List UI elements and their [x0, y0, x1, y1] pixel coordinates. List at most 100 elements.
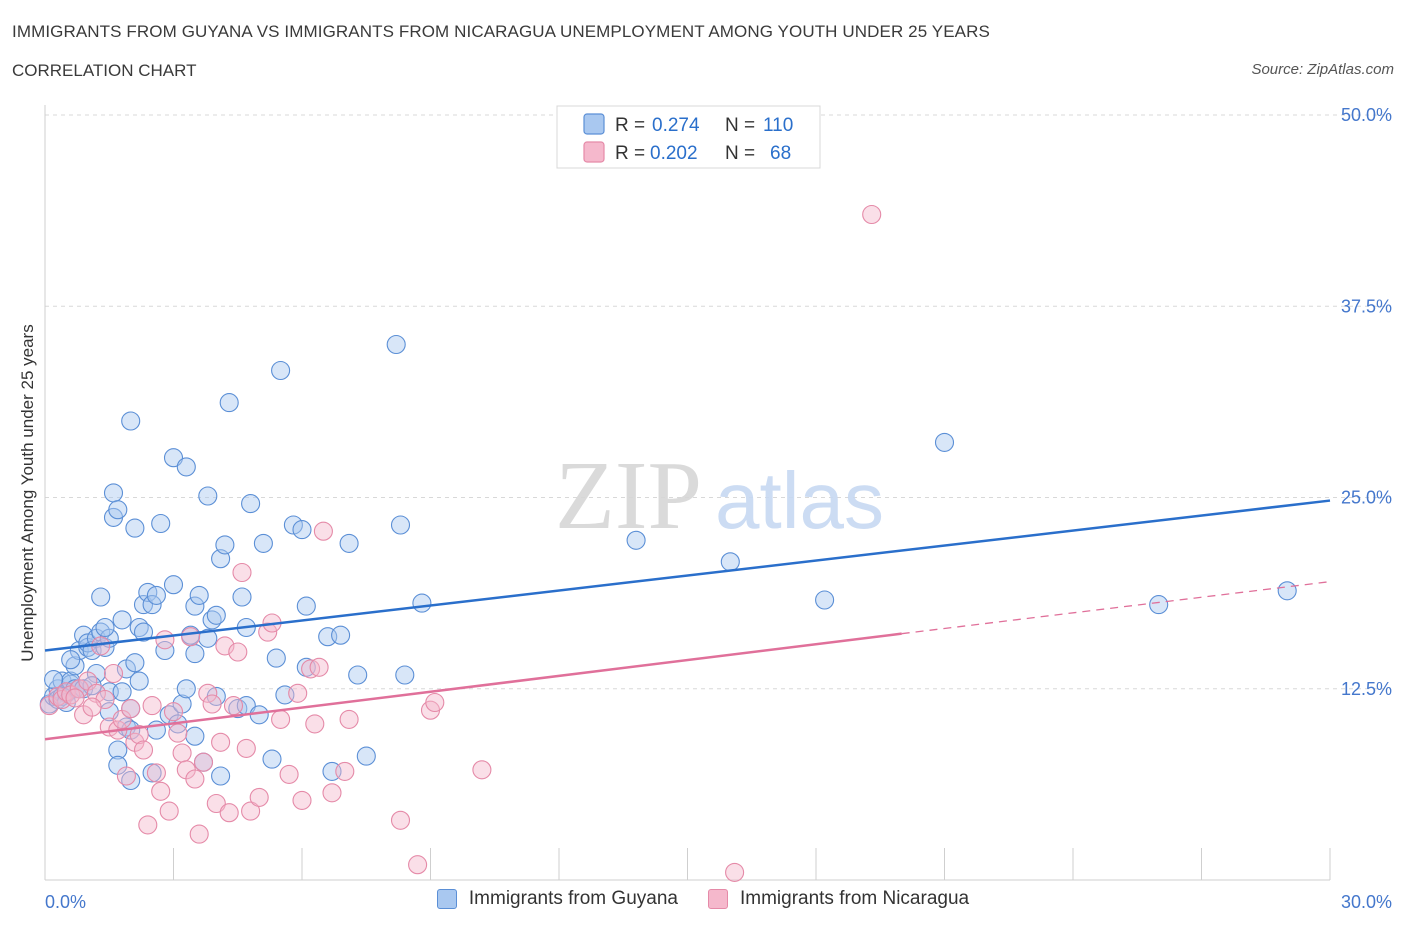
point-nicaragua-32 [189, 824, 209, 844]
point-nicaragua-42 [232, 562, 252, 583]
point-guyana-81 [283, 515, 303, 535]
point-nicaragua-59 [390, 810, 411, 830]
point-guyana-47 [151, 513, 171, 534]
trend-layer [44, 499, 1331, 741]
legend-r-label-nicaragua: R = [615, 143, 650, 164]
point-guyana-93 [395, 665, 415, 685]
point-guyana-97 [815, 590, 835, 610]
bottom-legend-item-nicaragua: Immigrants from Nicaragua [707, 888, 970, 910]
point-guyana-61 [198, 486, 218, 506]
bottom-legend: Immigrants from Guyana Immigrants from N… [0, 888, 1406, 910]
y-tick-label-3: 50.0% [1341, 105, 1392, 125]
point-nicaragua-50 [288, 683, 308, 703]
point-nicaragua-33 [193, 752, 214, 772]
point-guyana-84 [296, 596, 316, 616]
point-guyana-68 [215, 535, 235, 555]
point-nicaragua-54 [309, 657, 329, 677]
point-nicaragua-35 [202, 694, 222, 714]
point-nicaragua-24 [155, 630, 175, 650]
point-nicaragua-12 [103, 663, 124, 684]
point-nicaragua-21 [142, 696, 162, 716]
legend-n-label-guyana: N = [725, 115, 760, 136]
point-guyana-100 [1277, 581, 1297, 601]
point-guyana-43 [142, 595, 162, 615]
points-layer [39, 204, 1297, 882]
point-nicaragua-57 [335, 761, 355, 781]
point-guyana-90 [356, 746, 376, 766]
axis-layer: 12.5% 25.0% 37.5% 50.0% 0.0% 30.0% [44, 105, 1392, 912]
point-guyana-50 [163, 575, 184, 595]
watermark: ZIP atlas [555, 442, 884, 550]
point-guyana-106 [61, 650, 81, 670]
watermark-zip: ZIP [555, 442, 702, 550]
point-nicaragua-22 [146, 763, 166, 783]
point-guyana-38 [125, 518, 145, 538]
point-guyana-24 [103, 483, 124, 503]
point-nicaragua-28 [172, 743, 192, 763]
point-nicaragua-48 [271, 709, 291, 729]
point-nicaragua-46 [258, 622, 278, 642]
point-guyana-107 [95, 617, 115, 638]
point-guyana-67 [211, 766, 231, 786]
point-nicaragua-63 [472, 760, 492, 780]
y-tick-label-2: 37.5% [1341, 296, 1392, 316]
point-guyana-58 [185, 596, 205, 616]
trend-extension-nicaragua [901, 581, 1331, 635]
point-guyana-46 [146, 585, 166, 605]
point-nicaragua-66 [65, 688, 85, 708]
legend-n-value-nicaragua: 68 [770, 143, 791, 164]
bottom-legend-label-nicaragua: Immigrants from Nicaragua [739, 888, 970, 909]
point-guyana-62 [198, 628, 218, 648]
point-guyana-26 [108, 740, 128, 760]
point-nicaragua-27 [168, 723, 188, 743]
point-nicaragua-43 [236, 738, 256, 758]
point-nicaragua-55 [313, 521, 333, 541]
point-nicaragua-64 [725, 862, 745, 882]
point-guyana-59 [189, 585, 209, 605]
legend-r-value-guyana: 0.274 [652, 115, 700, 136]
point-guyana-88 [339, 533, 359, 553]
chart-subtitle: CORRELATION CHART [12, 61, 197, 80]
point-guyana-53 [176, 679, 196, 699]
bottom-legend-swatch-guyana [436, 889, 457, 909]
point-nicaragua-15 [116, 766, 136, 786]
point-guyana-78 [266, 648, 286, 668]
trend-line-nicaragua [44, 632, 902, 741]
point-guyana-56 [185, 726, 205, 746]
point-guyana-76 [253, 533, 273, 553]
legend-swatch-nicaragua [583, 141, 605, 163]
point-nicaragua-19 [133, 740, 154, 760]
point-guyana-28 [108, 500, 128, 520]
trend-line-guyana [44, 499, 1331, 652]
y-axis-label: Unemployment Among Youth under 25 years [18, 324, 37, 661]
point-guyana-37 [125, 653, 145, 673]
bottom-legend-item-guyana: Immigrants from Guyana [436, 888, 678, 910]
legend-n-value-guyana: 110 [763, 115, 793, 136]
point-nicaragua-39 [219, 803, 239, 823]
point-nicaragua-16 [121, 699, 141, 719]
point-nicaragua-18 [129, 725, 149, 745]
point-guyana-57 [185, 644, 205, 664]
point-nicaragua-58 [339, 709, 359, 729]
point-guyana-98 [934, 432, 955, 452]
bottom-legend-label-guyana: Immigrants from Guyana [468, 888, 678, 909]
point-guyana-44 [142, 763, 162, 783]
point-nicaragua-53 [305, 714, 325, 734]
point-guyana-30 [112, 682, 132, 702]
point-guyana-91 [386, 334, 406, 355]
legend-r-value-nicaragua: 0.202 [650, 143, 698, 164]
point-nicaragua-40 [223, 696, 244, 716]
chart-title: IMMIGRANTS FROM GUYANA VS IMMIGRANTS FRO… [12, 22, 990, 41]
point-nicaragua-41 [228, 642, 248, 662]
point-nicaragua-31 [185, 769, 205, 789]
point-guyana-71 [232, 587, 252, 607]
point-nicaragua-26 [163, 702, 184, 722]
point-nicaragua-56 [322, 783, 342, 803]
top-legend: R = 0.274 N = 110 R = 0.202 N = 68 [556, 105, 821, 169]
point-guyana-29 [112, 610, 132, 630]
x-tick-label-min: 0.0% [45, 892, 86, 912]
point-nicaragua-25 [159, 801, 179, 821]
point-guyana-108 [129, 671, 149, 691]
y-tick-label-1: 25.0% [1341, 488, 1392, 508]
x-tick-label-max: 30.0% [1341, 892, 1392, 912]
